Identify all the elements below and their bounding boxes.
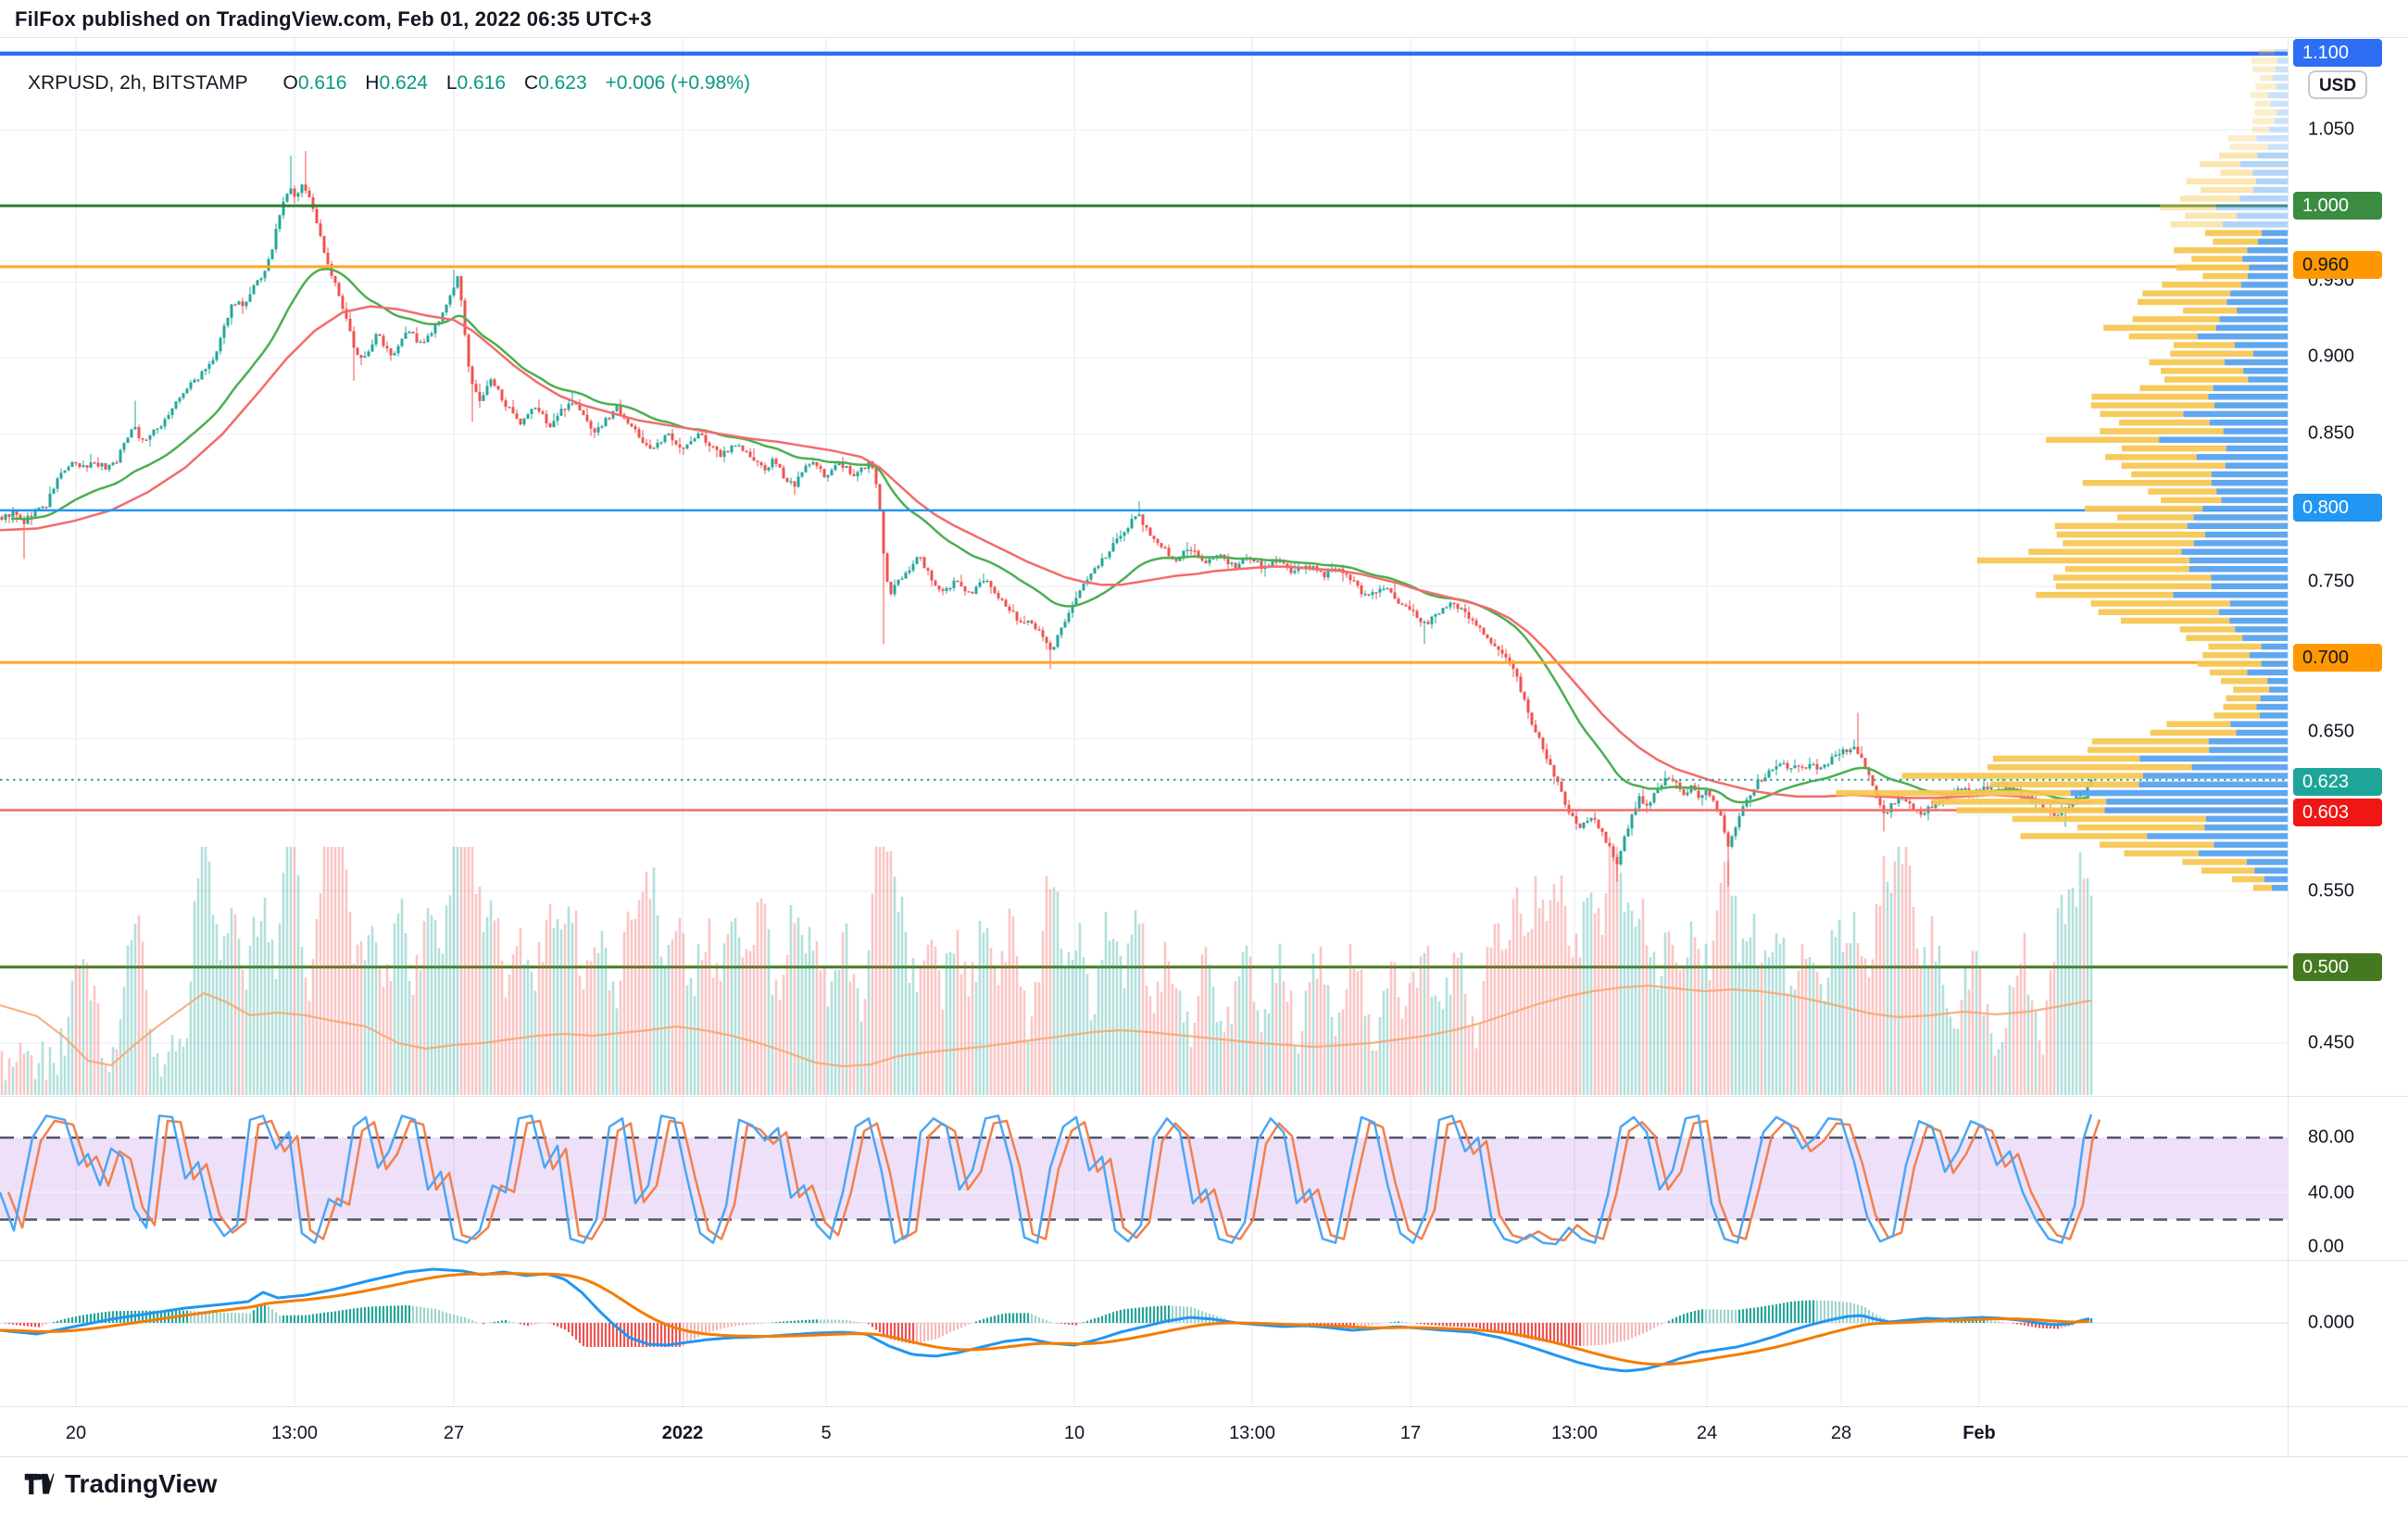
- time-label: Feb: [1963, 1423, 1996, 1443]
- scale-label: 0.750: [2308, 571, 2355, 592]
- macd-pane: [0, 1267, 2288, 1373]
- price-badge-0.623: 0.623: [2293, 768, 2382, 796]
- time-label: 20: [65, 1423, 87, 1443]
- symbol-title: XRPUSD, 2h, BITSTAMP: [28, 72, 248, 94]
- tradingview-icon: [24, 1473, 55, 1495]
- volume-profile: [1836, 49, 2288, 891]
- pane-separator-stoch[interactable]: [0, 1096, 2408, 1097]
- price-pane: [0, 49, 2288, 1095]
- open-value: 0.616: [297, 72, 347, 94]
- time-label: 10: [1063, 1423, 1085, 1443]
- price-badge-0.700: 0.700: [2293, 644, 2382, 672]
- price-scale-border: [2288, 37, 2289, 1456]
- stoch-d-line: [6, 1119, 2101, 1242]
- time-label: 13:00: [1228, 1423, 1276, 1443]
- high-label: H: [365, 72, 380, 94]
- ma-slow-red: [0, 305, 2092, 806]
- scale-label: 0.850: [2308, 422, 2355, 444]
- time-label: 28: [1830, 1423, 1852, 1443]
- macd-signal-line: [0, 1272, 2090, 1366]
- close-label: C: [523, 72, 539, 94]
- scale-label: 0.650: [2308, 721, 2355, 742]
- brand-text: TradingView: [65, 1469, 218, 1498]
- stochastic-pane: [0, 1114, 2288, 1246]
- open-label: O: [282, 72, 298, 94]
- candlestick-series: [0, 151, 2093, 887]
- price-badge-0.800: 0.800: [2293, 494, 2382, 522]
- time-label: 2022: [661, 1423, 704, 1443]
- stoch-k-line: [0, 1114, 2093, 1246]
- scale-label: 0.00: [2308, 1236, 2344, 1257]
- time-label: 13:00: [1550, 1423, 1599, 1443]
- scale-label: 80.00: [2308, 1127, 2355, 1148]
- price-badge-0.500: 0.500: [2293, 953, 2382, 981]
- low-value: 0.616: [457, 72, 507, 94]
- time-label: 27: [443, 1423, 465, 1443]
- symbol-legend[interactable]: XRPUSD, 2h, BITSTAMP O0.616 H0.624 L0.61…: [28, 72, 750, 94]
- horizontal-levels: [0, 51, 2288, 969]
- scale-label: 40.00: [2308, 1182, 2355, 1203]
- volume-series: [0, 847, 2093, 1095]
- currency-toggle-button[interactable]: USD: [2308, 70, 2367, 99]
- price-badge-0.960: 0.960: [2293, 251, 2382, 279]
- high-value: 0.624: [379, 72, 428, 94]
- time-axis-top-border: [0, 1406, 2408, 1407]
- price-scale[interactable]: [2289, 37, 2408, 1456]
- attribution-text: FilFox published on TradingView.com, Feb…: [15, 7, 652, 31]
- time-axis-bottom-border: [0, 1456, 2408, 1457]
- close-value: 0.623: [538, 72, 587, 94]
- macd-line: [0, 1267, 2090, 1373]
- time-label: 13:00: [270, 1423, 319, 1443]
- price-badge-1.000: 1.000: [2293, 192, 2382, 220]
- time-label: 5: [821, 1423, 832, 1443]
- scale-label: 0.000: [2308, 1312, 2355, 1333]
- time-label: 24: [1696, 1423, 1718, 1443]
- scale-label: 1.050: [2308, 119, 2355, 140]
- tradingview-logo[interactable]: TradingView: [24, 1469, 217, 1499]
- chart-top-border: [0, 37, 2408, 38]
- price-badge-0.603: 0.603: [2293, 799, 2382, 826]
- ma-fast-green: [10, 268, 2090, 804]
- change-value: +0.006 (+0.98%): [605, 72, 750, 94]
- scale-label: 0.450: [2308, 1032, 2355, 1053]
- scale-label: 0.550: [2308, 880, 2355, 901]
- scale-label: 0.900: [2308, 346, 2355, 367]
- low-label: L: [445, 72, 458, 94]
- publish-header: FilFox published on TradingView.com, Feb…: [15, 7, 652, 31]
- pane-separator-macd[interactable]: [0, 1260, 2408, 1261]
- volume-ma-line: [0, 984, 2092, 1068]
- time-label: 17: [1399, 1423, 1422, 1443]
- price-badge-1.100: 1.100: [2293, 39, 2382, 67]
